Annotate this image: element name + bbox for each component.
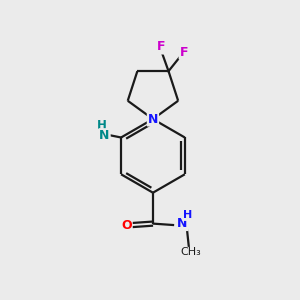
- Text: F: F: [180, 46, 188, 59]
- Text: N: N: [177, 217, 188, 230]
- Text: F: F: [157, 40, 165, 53]
- Text: H: H: [183, 210, 192, 220]
- Text: N: N: [148, 112, 158, 126]
- Text: H: H: [97, 119, 106, 132]
- Text: CH₃: CH₃: [180, 248, 201, 257]
- Text: O: O: [121, 219, 132, 232]
- Text: N: N: [99, 129, 110, 142]
